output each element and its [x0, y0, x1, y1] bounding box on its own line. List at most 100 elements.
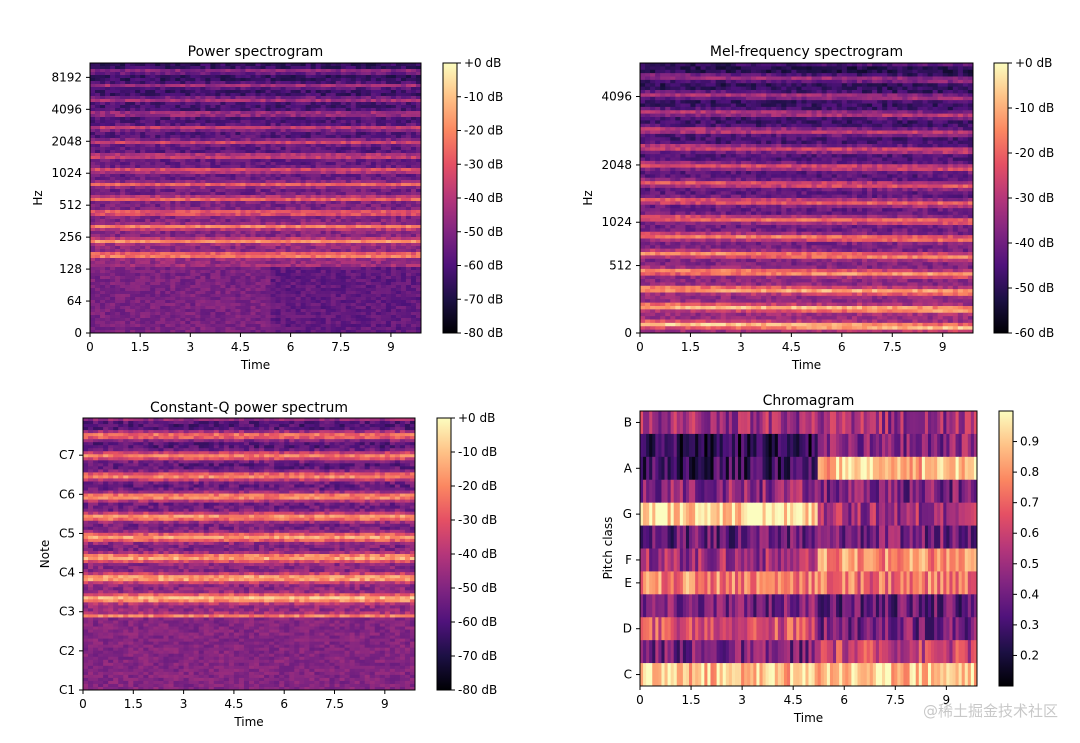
heatmap-cell: [180, 93, 186, 97]
heatmap-cell: [215, 183, 221, 187]
heatmap-cell: [150, 144, 156, 148]
heatmap-cell: [380, 270, 387, 274]
heatmap-cell: [110, 96, 116, 100]
heatmap-cell: [245, 93, 251, 97]
heatmap-cell: [375, 252, 382, 256]
heatmap-cell: [370, 258, 377, 262]
heatmap-cell: [310, 117, 317, 121]
heatmap-cell: [325, 219, 332, 223]
heatmap-cell: [245, 225, 251, 229]
heatmap-cell: [110, 111, 116, 115]
heatmap-cell: [230, 150, 236, 154]
heatmap-cell: [155, 234, 161, 238]
heatmap-cell: [110, 84, 116, 88]
heatmap-cell: [190, 153, 196, 157]
heatmap-cell: [295, 276, 302, 280]
heatmap-cell: [185, 84, 191, 88]
heatmap-cell: [385, 165, 392, 169]
heatmap-cell: [315, 111, 322, 115]
heatmap-cell: [375, 276, 382, 280]
heatmap-cell: [325, 132, 332, 136]
heatmap-cell: [100, 135, 106, 139]
heatmap-cell: [280, 159, 286, 163]
heatmap-cell: [265, 93, 271, 97]
heatmap-cell: [405, 147, 412, 151]
heatmap-cell: [115, 231, 121, 235]
heatmap-cell: [305, 135, 312, 139]
heatmap-cell: [400, 75, 407, 79]
heatmap-cell: [275, 84, 281, 88]
heatmap-cell: [295, 204, 302, 208]
heatmap-cell: [260, 180, 266, 184]
heatmap-cell: [265, 189, 271, 193]
heatmap-cell: [405, 228, 412, 232]
heatmap-cell: [135, 93, 141, 97]
heatmap-cell: [330, 189, 337, 193]
heatmap-cell: [255, 144, 261, 148]
heatmap-cell: [240, 192, 246, 196]
heatmap-cell: [180, 288, 186, 292]
heatmap-cell: [375, 237, 382, 241]
heatmap-cell: [150, 120, 156, 124]
heatmap-cell: [385, 93, 392, 97]
heatmap-cell: [310, 141, 317, 145]
heatmap-cell: [365, 150, 372, 154]
heatmap-cell: [410, 135, 417, 139]
heatmap-cell: [275, 285, 281, 289]
heatmap-cell: [365, 195, 372, 199]
heatmap-cell: [190, 141, 196, 145]
heatmap-cell: [150, 237, 156, 241]
heatmap-cell: [315, 132, 322, 136]
heatmap-cell: [175, 288, 181, 292]
heatmap-cell: [160, 201, 166, 205]
heatmap-cell: [265, 195, 271, 199]
heatmap-cell: [210, 132, 216, 136]
heatmap-cell: [170, 177, 176, 181]
heatmap-cell: [365, 183, 372, 187]
heatmap-cell: [340, 138, 347, 142]
heatmap-cell: [325, 270, 332, 274]
heatmap-cell: [360, 213, 367, 217]
heatmap-cell: [295, 162, 302, 166]
heatmap-cell: [230, 123, 236, 127]
heatmap-cell: [350, 243, 357, 247]
heatmap-cell: [140, 171, 146, 175]
heatmap-cell: [165, 219, 171, 223]
heatmap-cell: [160, 138, 166, 142]
heatmap-cell: [145, 150, 151, 154]
heatmap-cell: [325, 90, 332, 94]
heatmap-cell: [305, 87, 312, 91]
heatmap-cell: [115, 177, 121, 181]
heatmap-cell: [365, 87, 372, 91]
heatmap-cell: [155, 207, 161, 211]
heatmap-cell: [185, 117, 191, 121]
heatmap-cell: [415, 117, 422, 121]
heatmap-cell: [245, 108, 251, 112]
heatmap-cell: [380, 90, 387, 94]
heatmap-cell: [385, 285, 392, 289]
heatmap-cell: [260, 204, 266, 208]
heatmap-cell: [315, 93, 322, 97]
heatmap-cell: [360, 159, 367, 163]
heatmap-cell: [105, 192, 111, 196]
heatmap-cell: [330, 102, 337, 106]
heatmap-cell: [300, 174, 307, 178]
heatmap-cell: [300, 228, 307, 232]
heatmap-cell: [140, 264, 146, 268]
heatmap-cell: [290, 126, 297, 130]
heatmap-cell: [355, 258, 362, 262]
heatmap-cell: [235, 240, 241, 244]
heatmap-cell: [230, 246, 236, 250]
heatmap-cell: [200, 267, 206, 271]
heatmap-cell: [215, 243, 221, 247]
heatmap-cell: [365, 159, 372, 163]
heatmap-cell: [100, 246, 106, 250]
heatmap-cell: [100, 273, 106, 277]
heatmap-cell: [215, 189, 221, 193]
heatmap-cell: [225, 183, 231, 187]
heatmap-cell: [330, 207, 337, 211]
heatmap-cell: [405, 75, 412, 79]
heatmap-cell: [250, 78, 256, 82]
heatmap-cell: [145, 141, 151, 145]
heatmap-cell: [235, 135, 241, 139]
